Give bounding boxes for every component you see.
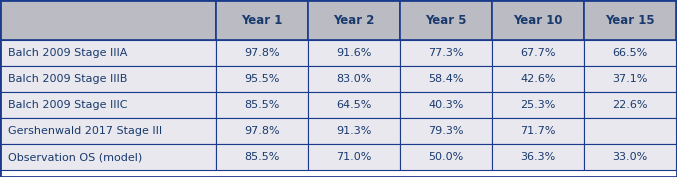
Text: 25.3%: 25.3% [521,100,556,110]
Text: 71.0%: 71.0% [336,152,372,162]
Text: 40.3%: 40.3% [429,100,464,110]
Text: Year 15: Year 15 [605,13,655,27]
Bar [584,144,676,170]
Bar [492,40,584,66]
Text: 85.5%: 85.5% [244,100,280,110]
Bar [584,118,676,144]
Text: 64.5%: 64.5% [336,100,372,110]
Text: 37.1%: 37.1% [612,74,648,84]
Bar [308,40,400,66]
Bar [492,118,584,144]
Bar [400,66,492,92]
Bar [492,66,584,92]
Text: 71.7%: 71.7% [520,126,556,136]
Bar [0,144,216,170]
Bar [400,144,492,170]
Bar [584,40,676,66]
Bar [400,92,492,118]
Bar [492,0,584,40]
Bar [216,0,308,40]
Text: Balch 2009 Stage IIIA: Balch 2009 Stage IIIA [8,48,127,58]
Text: Year 5: Year 5 [425,13,466,27]
Text: 67.7%: 67.7% [520,48,556,58]
Text: 66.5%: 66.5% [613,48,648,58]
Bar [308,144,400,170]
Text: 58.4%: 58.4% [429,74,464,84]
Bar [492,144,584,170]
Text: Balch 2009 Stage IIIC: Balch 2009 Stage IIIC [8,100,127,110]
Text: 97.8%: 97.8% [244,126,280,136]
Bar [308,92,400,118]
Bar [0,92,216,118]
Bar [0,118,216,144]
Bar [400,118,492,144]
Bar [584,92,676,118]
Bar [0,66,216,92]
Text: 85.5%: 85.5% [244,152,280,162]
Bar [308,0,400,40]
Text: 95.5%: 95.5% [244,74,280,84]
Text: Year 1: Year 1 [241,13,283,27]
Text: 22.6%: 22.6% [612,100,648,110]
Bar [400,0,492,40]
Bar [584,66,676,92]
Text: 83.0%: 83.0% [336,74,372,84]
Text: 97.8%: 97.8% [244,48,280,58]
Bar [216,92,308,118]
Text: Gershenwald 2017 Stage III: Gershenwald 2017 Stage III [8,126,162,136]
Text: 50.0%: 50.0% [429,152,464,162]
Bar [492,92,584,118]
Bar [216,118,308,144]
Bar [0,0,216,40]
Bar [308,66,400,92]
Text: Balch 2009 Stage IIIB: Balch 2009 Stage IIIB [8,74,127,84]
Text: 33.0%: 33.0% [613,152,648,162]
Text: Year 2: Year 2 [333,13,374,27]
Bar [216,66,308,92]
Text: 36.3%: 36.3% [521,152,556,162]
Bar [308,118,400,144]
Text: 91.3%: 91.3% [336,126,372,136]
Bar [216,40,308,66]
Bar [584,0,676,40]
Text: 42.6%: 42.6% [520,74,556,84]
Text: Observation OS (model): Observation OS (model) [8,152,142,162]
Text: 79.3%: 79.3% [429,126,464,136]
Text: Year 10: Year 10 [513,13,563,27]
Bar [0,40,216,66]
Text: 77.3%: 77.3% [429,48,464,58]
Text: 91.6%: 91.6% [336,48,372,58]
Bar [216,144,308,170]
Bar [400,40,492,66]
